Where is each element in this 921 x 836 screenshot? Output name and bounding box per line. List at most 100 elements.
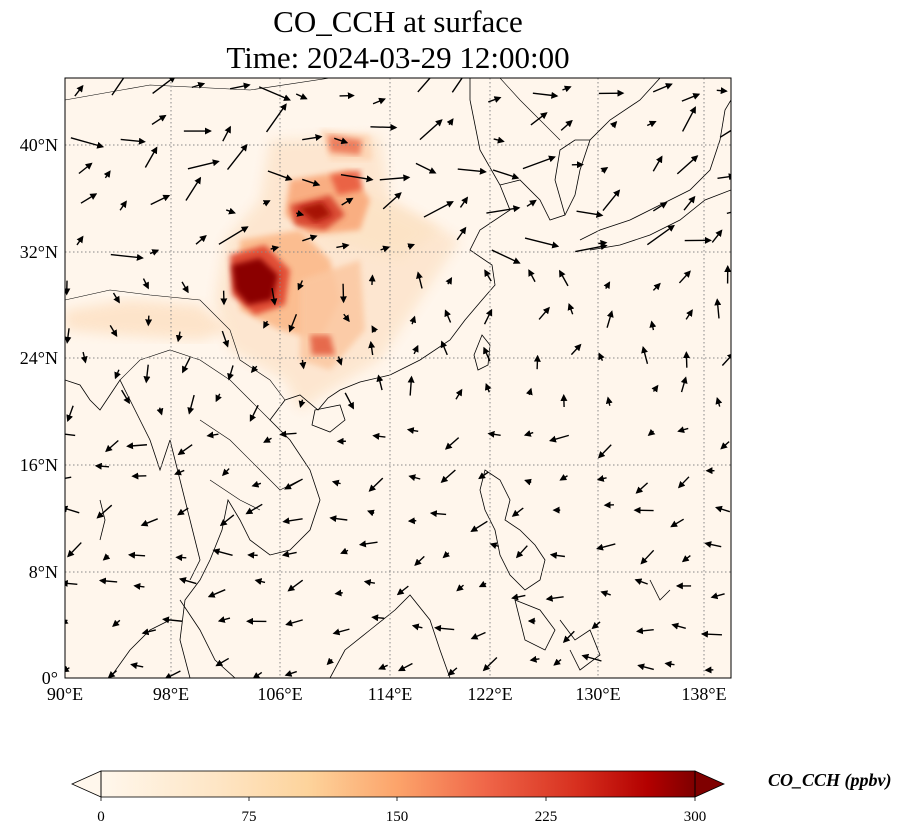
wind-arrow xyxy=(162,616,183,624)
wind-arrow xyxy=(677,426,689,434)
wind-arrow xyxy=(567,303,575,315)
wind-arrow xyxy=(549,551,566,559)
wind-arrow xyxy=(562,85,572,93)
wind-arrow xyxy=(284,670,297,677)
wind-arrow xyxy=(226,143,248,171)
wind-arrow xyxy=(548,434,569,443)
wind-arrow xyxy=(142,278,149,290)
wind-arrow xyxy=(671,622,686,630)
wind-arrow xyxy=(111,78,125,96)
wind-arrow xyxy=(483,346,491,362)
wind-arrow xyxy=(65,505,80,514)
wind-arrow xyxy=(635,627,654,635)
wind-arrow xyxy=(488,96,502,103)
wind-arrow xyxy=(109,324,118,338)
wind-arrow xyxy=(596,543,616,551)
wind-arrow xyxy=(65,665,70,673)
wind-arrow xyxy=(296,210,305,217)
wind-arrow xyxy=(715,396,723,407)
wind-arrow xyxy=(382,192,402,210)
wind-arrow xyxy=(368,340,376,356)
wind-arrow xyxy=(143,364,151,384)
wind-arrow xyxy=(181,281,189,294)
wind-arrow xyxy=(523,430,534,437)
x-tick-label: 130°E xyxy=(575,684,620,704)
wind-arrow xyxy=(511,507,524,517)
wind-arrow xyxy=(279,430,297,438)
wind-arrow xyxy=(270,245,280,253)
wind-arrow xyxy=(336,242,350,250)
wind-arrow xyxy=(726,211,731,215)
wind-arrow xyxy=(302,234,318,242)
wind-arrow xyxy=(265,103,287,133)
wind-arrow xyxy=(366,509,375,517)
wind-arrow xyxy=(652,201,668,212)
wind-arrow xyxy=(529,655,540,663)
wind-arrow xyxy=(484,269,492,282)
wind-arrow xyxy=(651,384,659,393)
wind-arrow xyxy=(331,479,341,487)
wind-arrow xyxy=(597,444,612,459)
wind-arrow xyxy=(478,471,489,480)
gridlines xyxy=(65,78,731,678)
wind-arrow xyxy=(721,352,731,367)
wind-arrow xyxy=(164,670,181,678)
wind-arrow xyxy=(419,119,443,141)
y-tick-label: 24°N xyxy=(20,348,58,368)
wind-arrow xyxy=(372,432,386,440)
wind-arrow xyxy=(105,439,119,453)
wind-arrow xyxy=(652,282,661,291)
y-tick-label: 0° xyxy=(42,668,58,688)
wind-arrow xyxy=(252,671,263,678)
wind-arrow xyxy=(344,392,354,410)
wind-arrow xyxy=(263,436,272,443)
wind-arrow xyxy=(80,193,98,204)
wind-arrow xyxy=(444,437,460,450)
wind-arrow xyxy=(417,78,431,93)
wind-arrow xyxy=(457,167,487,175)
wind-arrow xyxy=(297,280,304,291)
wind-arrow xyxy=(74,84,84,97)
wind-arrow xyxy=(195,235,207,245)
wind-arrow xyxy=(446,118,454,126)
wind-arrow xyxy=(187,159,220,170)
wind-arrow xyxy=(716,87,728,95)
wind-arrow xyxy=(371,325,379,334)
wind-arrow xyxy=(570,343,582,356)
wind-arrow xyxy=(174,468,185,476)
wind-arrow xyxy=(700,630,722,638)
wind-arrow xyxy=(406,427,419,435)
wind-arrow xyxy=(334,137,349,145)
wind-arrow xyxy=(112,292,120,304)
wind-arrow xyxy=(451,78,463,93)
wind-arrow xyxy=(120,137,146,145)
wind-arrow xyxy=(720,441,730,450)
wind-arrow xyxy=(591,621,601,630)
wind-arrow xyxy=(219,514,235,527)
wind-arrow xyxy=(434,624,455,632)
wind-arrow xyxy=(141,628,156,636)
wind-arrow xyxy=(187,394,195,415)
wind-arrow xyxy=(681,93,701,102)
x-tick-label: 98°E xyxy=(153,684,189,704)
colorbar-tick-label: 150 xyxy=(386,809,409,825)
wind-arrow xyxy=(598,352,605,361)
wind-arrow xyxy=(641,345,649,364)
wind-arrow xyxy=(249,404,259,422)
wind-arrow xyxy=(444,309,452,323)
wind-arrow xyxy=(664,660,675,668)
wind-arrow xyxy=(185,176,202,201)
wind-arrow xyxy=(65,579,78,587)
wind-arrow xyxy=(526,199,537,207)
wind-arrow xyxy=(609,120,618,129)
wind-arrow xyxy=(416,271,423,289)
wind-arrow xyxy=(408,474,421,482)
wind-arrow xyxy=(229,82,251,90)
wind-arrow xyxy=(107,670,118,678)
wind-vectors xyxy=(65,78,731,678)
y-tick-label: 16°N xyxy=(20,455,58,475)
wind-arrow xyxy=(130,662,144,670)
y-axis-ticks: 0° 8°N 16°N 24°N 32°N 40°N xyxy=(20,135,58,688)
wind-arrow xyxy=(70,137,105,149)
